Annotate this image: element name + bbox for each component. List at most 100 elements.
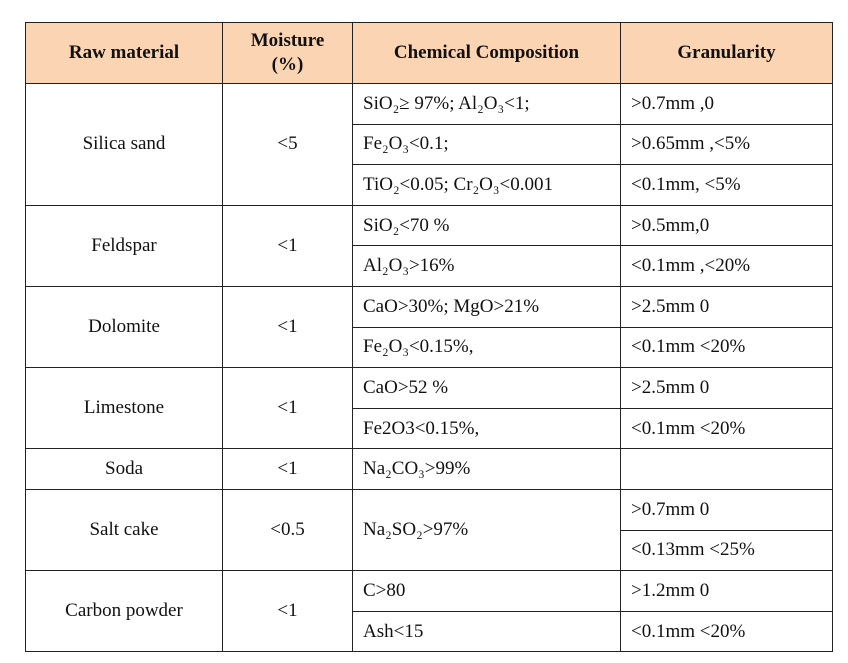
granularity: >2.5mm 0 — [620, 285, 833, 328]
granularity-text: <0.1mm <20% — [631, 336, 746, 358]
material-name: Limestone — [25, 367, 223, 450]
header-cell-text: Moisture (%) — [250, 30, 325, 75]
granularity — [620, 448, 833, 490]
moisture: <1 — [222, 448, 353, 490]
table-row: Limestone <1 CaO>52 % >2.5mm 0 — [25, 367, 833, 450]
moisture-text: <1 — [277, 600, 298, 622]
granularity-text: >0.7mm 0 — [631, 498, 710, 520]
moisture: <0.5 — [222, 488, 353, 572]
chemical-composition-text: CaO>52 % — [363, 376, 449, 398]
chemical-composition: CaO>52 % — [352, 367, 621, 409]
chemical-composition: C>80 — [352, 570, 621, 612]
table-row: Ash<15 <0.1mm <20% — [26, 610, 833, 653]
granularity-text: <0.1mm, <5% — [631, 173, 741, 195]
table-row: Fe₂O₃<0.1; >0.65mm ,<5% — [26, 123, 833, 166]
chemical-composition-text: Fe₂O₃<0.15%, — [363, 336, 474, 358]
table-row: Soda <1 Na₂CO₃>99% — [25, 448, 833, 490]
granularity: <0.1mm <20% — [620, 326, 833, 369]
moisture: <1 — [222, 367, 353, 450]
chemical-composition: Fe₂O₃<0.1; — [352, 123, 621, 166]
material-name-text: Feldspar — [91, 234, 157, 256]
material-name: Dolomite — [25, 285, 223, 369]
chemical-composition-text: SiO₂<70 % — [363, 214, 450, 236]
granularity-text: >0.5mm,0 — [631, 214, 710, 236]
granularity: <0.1mm ,<20% — [620, 245, 833, 287]
chemical-composition-text: Fe₂O₃<0.1; — [363, 133, 449, 155]
table-row: TiO₂<0.05; Cr₂O₃<0.001 <0.1mm, <5% — [26, 164, 833, 206]
header-cell-text: Granularity — [677, 42, 776, 63]
granularity-text: <0.1mm <20% — [631, 620, 746, 642]
material-name-text: Carbon powder — [65, 600, 183, 622]
granularity: >0.65mm ,<5% — [620, 123, 833, 166]
granularity: >1.2mm 0 — [620, 570, 833, 612]
granularity-text: <0.13mm <25% — [631, 539, 755, 561]
table-row: Carbon powder <1 C>80 >1.2mm 0 — [25, 570, 833, 653]
chemical-composition-text: TiO₂<0.05; Cr₂O₃<0.001 — [363, 173, 553, 195]
material-name-text: Limestone — [83, 397, 165, 419]
moisture: <1 — [222, 570, 353, 653]
granularity-text: >0.65mm ,<5% — [631, 133, 751, 155]
material-name-text: Salt cake — [89, 519, 159, 541]
chemical-composition-text: Ash<15 — [363, 620, 424, 642]
header-cell-text: Raw material — [68, 42, 180, 63]
granularity: <0.1mm <20% — [620, 407, 833, 450]
chemical-composition: Na₂CO₃>99% — [352, 448, 621, 490]
table-row: Dolomite <1 CaO>30%; MgO>21% >2.5mm 0 — [25, 285, 833, 369]
granularity: >0.7mm ,0 — [620, 83, 833, 125]
header-cell-text: Chemical Composition — [393, 42, 580, 63]
moisture: <1 — [222, 285, 353, 369]
granularity: <0.13mm <25% — [620, 529, 833, 572]
material-name-text: Dolomite — [88, 316, 160, 338]
moisture-text: <0.5 — [270, 519, 305, 541]
granularity: <0.1mm, <5% — [620, 164, 833, 206]
granularity: <0.1mm <20% — [620, 610, 833, 653]
table-row: Fe₂O₃<0.15%, <0.1mm <20% — [26, 326, 833, 369]
table-row: Feldspar <1 SiO₂<70 % >0.5mm,0 — [25, 204, 833, 287]
granularity: >0.7mm 0 — [620, 488, 833, 531]
chemical-composition: TiO₂<0.05; Cr₂O₃<0.001 — [352, 164, 621, 206]
chemical-composition-text: CaO>30%; MgO>21% — [363, 295, 540, 317]
moisture: <1 — [222, 204, 353, 287]
moisture-text: <1 — [277, 397, 298, 419]
table-row: Salt cake <0.5 Na₂SO₂>97% >0.7mm 0 — [25, 488, 833, 572]
moisture-text: <5 — [277, 133, 298, 155]
material-name-text: Silica sand — [82, 133, 166, 155]
material-name: Feldspar — [25, 204, 223, 287]
chemical-composition-text: SiO₂≥ 97%; Al₂O₃<1; — [363, 92, 530, 114]
header-cell: Granularity — [620, 22, 833, 84]
chemical-composition-text: Fe2O3<0.15%, — [363, 417, 480, 439]
chemical-composition-text: Na₂SO₂>97% — [363, 519, 469, 541]
table-row: <0.13mm <25% — [26, 529, 833, 572]
table-row: Al₂O₃>16% <0.1mm ,<20% — [26, 245, 833, 287]
chemical-composition-text: Na₂CO₃>99% — [363, 458, 471, 480]
granularity: >2.5mm 0 — [620, 367, 833, 409]
granularity-text: <0.1mm ,<20% — [631, 255, 751, 277]
chemical-composition: Al₂O₃>16% — [352, 245, 621, 287]
chemical-composition-text: C>80 — [363, 579, 406, 601]
granularity-text: <0.1mm <20% — [631, 417, 746, 439]
material-name: Salt cake — [25, 488, 223, 572]
granularity-text: >0.7mm ,0 — [631, 92, 715, 114]
table-body: Silica sand <5 SiO₂≥ 97%; Al₂O₃<1; >0.7mm ,… — [25, 83, 833, 653]
header-cell: Moisture (%) — [222, 22, 353, 84]
raw-material-table: Raw material Moisture (%) Chemical Composi… — [25, 22, 833, 653]
header-cell: Raw material — [25, 22, 223, 84]
chemical-composition: Fe₂O₃<0.15%, — [352, 326, 621, 369]
chemical-composition: Fe2O3<0.15%, — [352, 407, 621, 450]
chemical-composition: CaO>30%; MgO>21% — [352, 285, 621, 328]
granularity-text: >2.5mm 0 — [631, 376, 710, 398]
moisture-text: <1 — [277, 316, 298, 338]
material-name: Soda — [25, 448, 223, 490]
table-row: Silica sand <5 SiO₂≥ 97%; Al₂O₃<1; >0.7mm ,… — [25, 83, 833, 206]
chemical-composition: Na₂SO₂>97% — [352, 488, 621, 572]
chemical-composition: SiO₂≥ 97%; Al₂O₃<1; — [352, 83, 621, 125]
moisture: <5 — [222, 83, 353, 206]
chemical-composition-text: Al₂O₃>16% — [363, 255, 455, 277]
header-cell: Chemical Composition — [352, 22, 621, 84]
granularity-text: >2.5mm 0 — [631, 295, 710, 317]
chemical-composition: Ash<15 — [352, 610, 621, 653]
material-name-text: Soda — [105, 458, 143, 480]
moisture-text: <1 — [277, 458, 298, 480]
material-name: Carbon powder — [25, 570, 223, 653]
